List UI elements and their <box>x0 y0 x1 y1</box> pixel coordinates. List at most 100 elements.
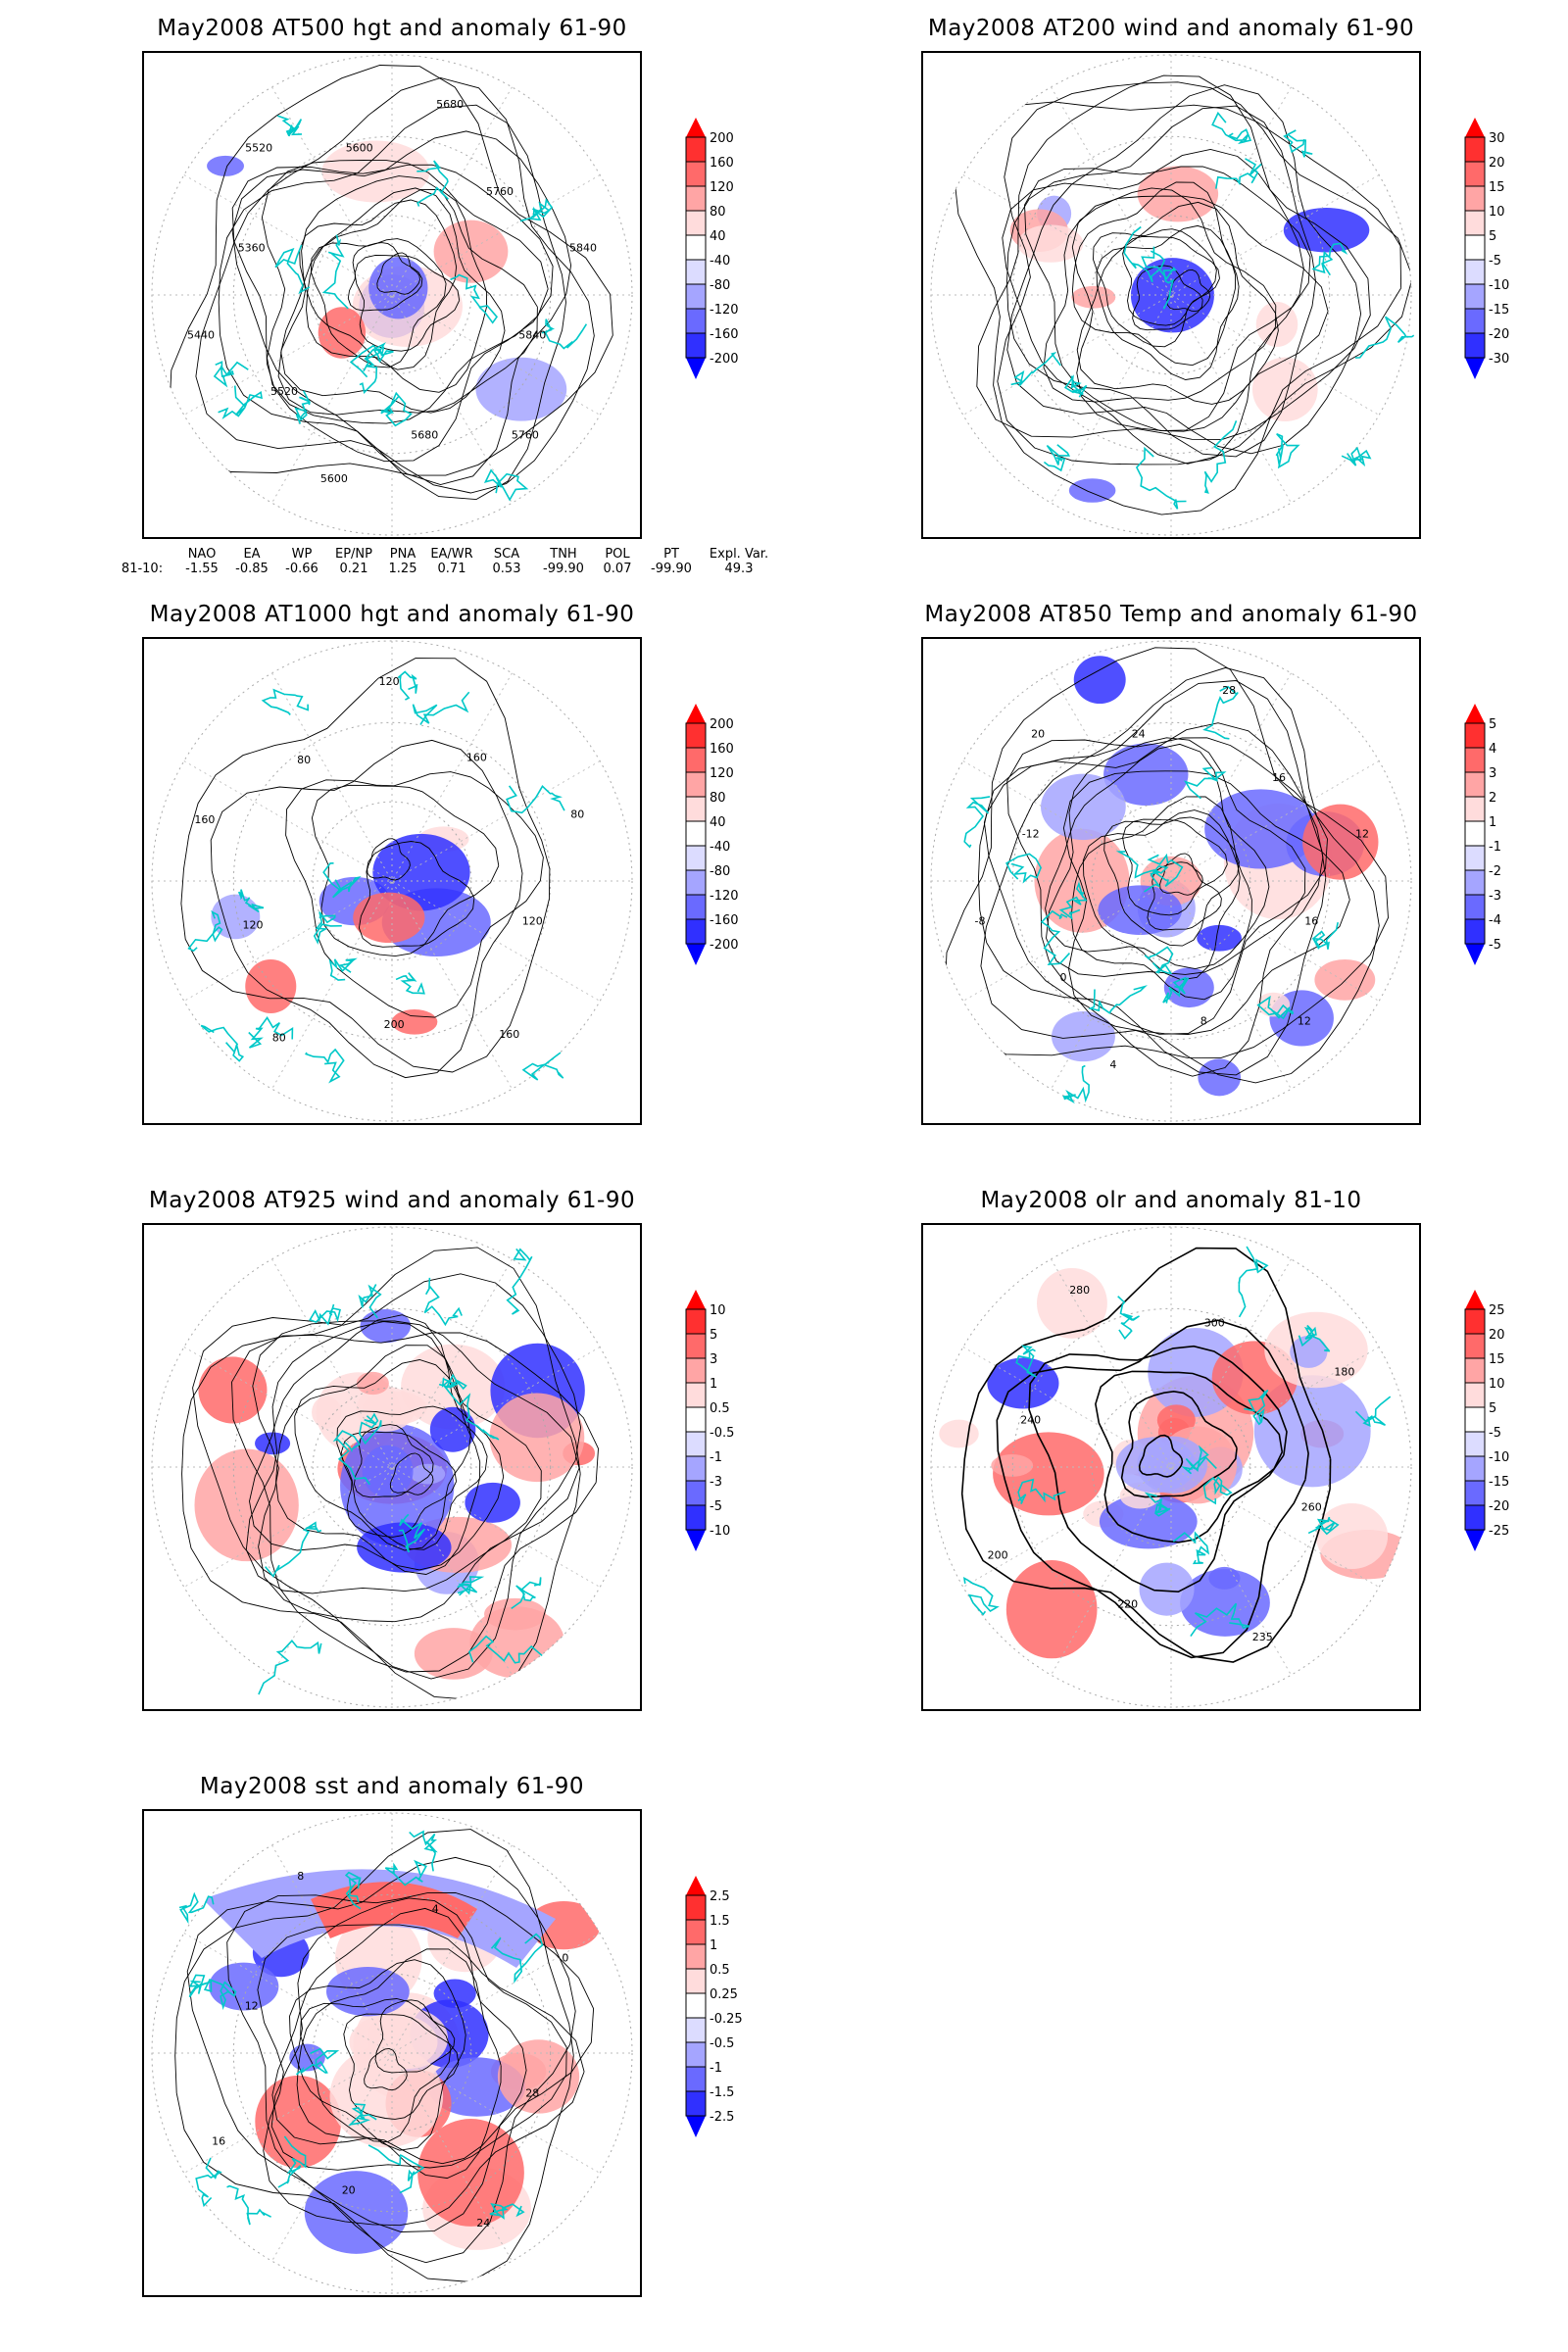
contour-label: 8 <box>1200 1014 1207 1027</box>
colorbar-label: -80 <box>710 278 730 293</box>
meridian <box>1051 1258 1292 1676</box>
positive-anomaly <box>1071 285 1116 309</box>
colorbar-label: -160 <box>710 913 739 928</box>
colorbar-label: -10 <box>710 1524 730 1539</box>
positive-anomaly <box>194 1448 299 1562</box>
contour-line <box>294 1359 471 1551</box>
index-value: 1.25 <box>388 562 417 576</box>
coastline <box>1088 985 1148 1014</box>
coastline <box>1311 922 1339 950</box>
negative-anomaly <box>1290 1335 1328 1368</box>
positive-anomaly <box>363 1391 427 1425</box>
colorbar-label: 4 <box>1489 742 1496 757</box>
coastline <box>412 691 470 725</box>
colorbar-label: 80 <box>710 791 726 806</box>
coastline <box>1017 1478 1066 1504</box>
coastline <box>489 2203 525 2220</box>
colorbar-segment <box>686 137 706 162</box>
contour-label: 12 <box>245 2000 259 2013</box>
coastline <box>416 160 449 207</box>
contour-label: 5760 <box>486 185 514 198</box>
contours <box>180 658 551 1079</box>
contour-line <box>1006 105 1316 458</box>
map-frame <box>921 51 1421 539</box>
coastline <box>294 390 312 424</box>
meridian <box>1051 672 1292 1090</box>
colorbar-max-arrow <box>686 1876 706 1895</box>
coastline <box>398 1513 426 1553</box>
coastline <box>187 909 223 953</box>
colorbar: 25 20 15 10 5 -5 -10 -15 -20 -25 <box>1460 1290 1548 1623</box>
positive-anomaly <box>484 1597 547 1631</box>
colorbar-label: 25 <box>1489 1303 1505 1318</box>
negative-anomaly <box>372 833 470 911</box>
negative-anomaly <box>1139 1562 1195 1616</box>
contour-label: 16 <box>1304 914 1318 927</box>
latitude-circle <box>232 1307 552 1627</box>
negative-anomaly <box>475 357 567 421</box>
contour-label: 5360 <box>238 242 266 255</box>
coastline <box>490 1933 544 1984</box>
colorbar-label: -0.5 <box>710 1426 734 1441</box>
contour-line <box>1138 1434 1184 1478</box>
meridian <box>183 174 601 416</box>
coastline <box>1256 995 1295 1020</box>
colorbar-min-arrow <box>1465 358 1485 379</box>
contour-label: 5600 <box>346 142 373 155</box>
colorbar-segment <box>1465 1334 1485 1358</box>
colorbar-label: 2.5 <box>710 1889 730 1904</box>
colorbar-segment <box>686 162 706 186</box>
coastline <box>506 1248 533 1315</box>
polar-map: 16 12 8 4 0 -8 -12 20 24 28 16 12 <box>930 640 1412 1122</box>
panel-sst: May2008 sst and anomaly 61-90 28 24 20 16 12 8… <box>0 1758 784 2346</box>
colorbar-segment <box>1465 333 1485 358</box>
coastline <box>1183 766 1227 800</box>
coastline <box>1123 225 1166 283</box>
colorbar-segment <box>686 1944 706 1969</box>
contour-line <box>953 101 1402 515</box>
meridian <box>271 1258 513 1676</box>
contour-label: 120 <box>522 914 543 927</box>
colorbar-segment <box>686 1481 706 1505</box>
colorbar-segment <box>686 1993 706 2018</box>
positive-anomaly <box>1302 804 1379 880</box>
colorbar-label: -20 <box>1489 327 1509 342</box>
colorbar-segment <box>686 1358 706 1383</box>
contour-line <box>169 65 613 476</box>
colorbar-label: 15 <box>1489 1352 1505 1367</box>
contour-label: 5680 <box>436 98 464 111</box>
contour-label: 160 <box>499 1028 519 1041</box>
contour-label: 120 <box>243 918 264 931</box>
coastline <box>265 1521 322 1578</box>
colorbar-label: -2.5 <box>710 2110 734 2125</box>
colorbar-segment <box>686 919 706 944</box>
contour-line <box>231 130 572 485</box>
anomaly-shading <box>1034 656 1379 1097</box>
contour-line <box>277 175 538 416</box>
positive-anomaly <box>1251 357 1318 422</box>
contour-line <box>174 1829 574 2282</box>
colorbar-segment <box>686 2042 706 2067</box>
index-header: EA/WR <box>430 547 473 562</box>
colorbar-segment <box>686 748 706 772</box>
meridian <box>962 174 1380 416</box>
colorbar-label: -30 <box>1489 352 1509 367</box>
contour-line <box>257 1924 585 2227</box>
index-value: 0.71 <box>437 562 466 576</box>
coastline <box>1172 1531 1210 1565</box>
coastline <box>344 1871 362 1910</box>
contour-line <box>306 188 488 393</box>
coastline <box>1063 374 1088 398</box>
coastline <box>962 1577 1000 1616</box>
contour-line <box>180 658 551 1073</box>
meridian <box>962 1347 1380 1588</box>
coastline <box>506 785 565 814</box>
colorbar-label: 5 <box>1489 1401 1496 1416</box>
meridian <box>1051 1258 1292 1676</box>
colorbar-label: -3 <box>710 1475 722 1490</box>
contour-line <box>347 242 423 312</box>
polar-map: 120 160 200 80 120 160 80 120 160 80 <box>151 640 633 1122</box>
coastline <box>218 385 263 419</box>
colorbar-segment <box>1465 260 1485 284</box>
contour-label: 12 <box>1298 1015 1311 1028</box>
